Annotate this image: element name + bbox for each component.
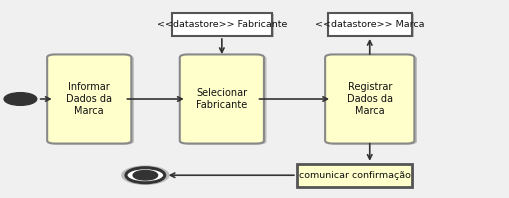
- Circle shape: [4, 93, 37, 105]
- Text: Informar
Dados da
Marca: Informar Dados da Marca: [66, 82, 112, 116]
- Text: Registrar
Dados da
Marca: Registrar Dados da Marca: [346, 82, 392, 116]
- Bar: [296, 164, 411, 187]
- FancyBboxPatch shape: [49, 55, 134, 145]
- FancyBboxPatch shape: [182, 55, 266, 145]
- FancyBboxPatch shape: [327, 55, 416, 145]
- Circle shape: [133, 170, 157, 180]
- Text: Selecionar
Fabricante: Selecionar Fabricante: [196, 88, 247, 110]
- Bar: [174, 14, 274, 37]
- Text: <<datastore>> Fabricante: <<datastore>> Fabricante: [156, 20, 287, 29]
- Bar: [327, 13, 411, 36]
- Text: comunicar confirmação: comunicar confirmação: [298, 171, 410, 180]
- Circle shape: [122, 166, 168, 184]
- FancyBboxPatch shape: [325, 54, 414, 144]
- FancyBboxPatch shape: [180, 54, 264, 144]
- Text: <<datastore>> Marca: <<datastore>> Marca: [315, 20, 423, 29]
- FancyBboxPatch shape: [47, 54, 131, 144]
- Bar: [330, 14, 414, 37]
- Bar: [299, 165, 413, 188]
- Bar: [172, 13, 271, 36]
- Circle shape: [127, 168, 163, 182]
